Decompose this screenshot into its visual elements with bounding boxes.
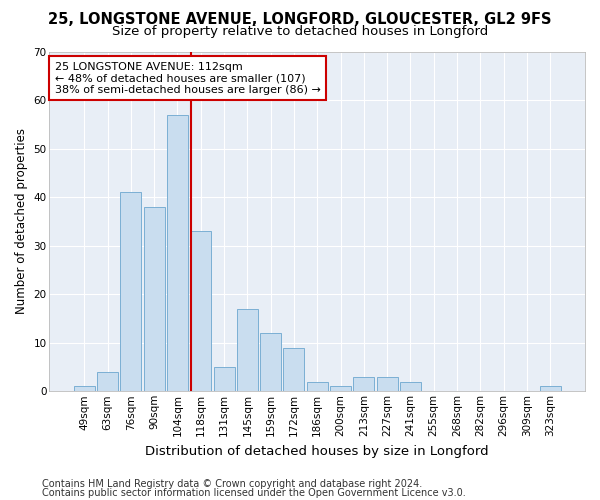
Bar xyxy=(237,308,258,392)
Text: 25, LONGSTONE AVENUE, LONGFORD, GLOUCESTER, GL2 9FS: 25, LONGSTONE AVENUE, LONGFORD, GLOUCEST… xyxy=(48,12,552,28)
Bar xyxy=(190,231,211,392)
Bar xyxy=(283,348,304,392)
Bar xyxy=(167,114,188,392)
Bar xyxy=(143,207,164,392)
Bar xyxy=(400,382,421,392)
Bar xyxy=(121,192,142,392)
Text: Size of property relative to detached houses in Longford: Size of property relative to detached ho… xyxy=(112,25,488,38)
Bar xyxy=(214,367,235,392)
Y-axis label: Number of detached properties: Number of detached properties xyxy=(15,128,28,314)
Text: 25 LONGSTONE AVENUE: 112sqm
← 48% of detached houses are smaller (107)
38% of se: 25 LONGSTONE AVENUE: 112sqm ← 48% of det… xyxy=(55,62,320,95)
Bar xyxy=(307,382,328,392)
Bar xyxy=(353,376,374,392)
Bar xyxy=(74,386,95,392)
Bar xyxy=(97,372,118,392)
Text: Contains HM Land Registry data © Crown copyright and database right 2024.: Contains HM Land Registry data © Crown c… xyxy=(42,479,422,489)
Bar xyxy=(330,386,351,392)
X-axis label: Distribution of detached houses by size in Longford: Distribution of detached houses by size … xyxy=(145,444,489,458)
Bar xyxy=(539,386,560,392)
Bar xyxy=(377,376,398,392)
Text: Contains public sector information licensed under the Open Government Licence v3: Contains public sector information licen… xyxy=(42,488,466,498)
Bar xyxy=(260,333,281,392)
